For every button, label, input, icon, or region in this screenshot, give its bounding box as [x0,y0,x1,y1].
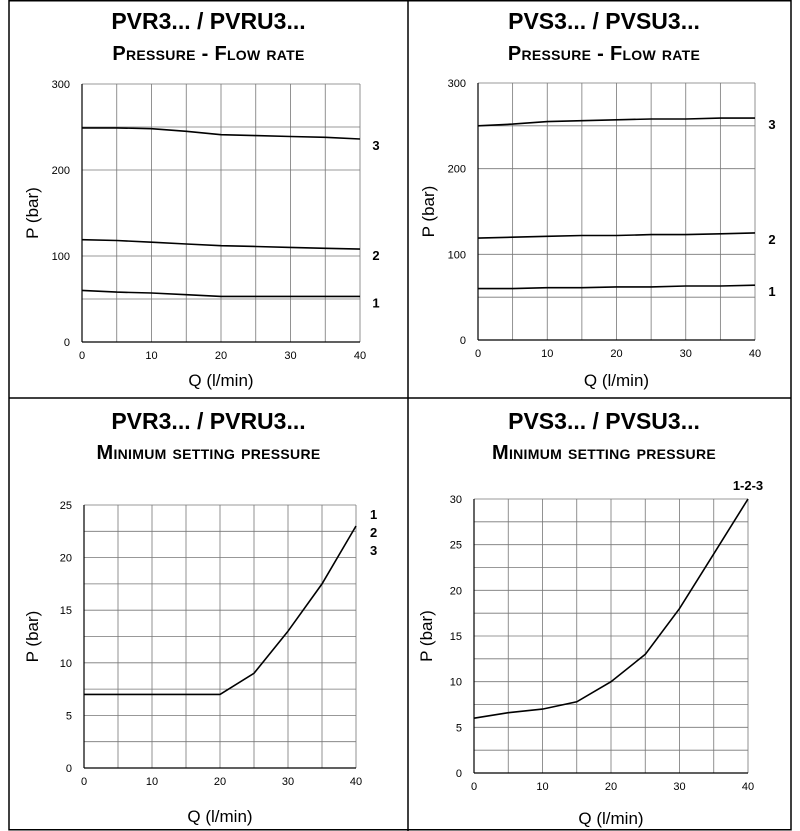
x-tick-label: 30 [282,776,294,788]
y-tick-label: 30 [450,494,462,506]
y-tick-label: 10 [60,658,72,670]
y-tick-label: 20 [60,553,72,565]
chart-panel-pvr-pressure-flow: PVR3... / PVRU3... Pressure - Flow rate [9,0,408,398]
x-axis-label: Q (l/min) [188,371,253,390]
series-label: 3 [372,138,379,153]
y-tick-label: 0 [64,337,70,349]
y-axis-label: P (bar) [23,187,42,239]
x-tick-label: 0 [79,350,85,362]
chart-4: 0 10 20 30 40 0 5 10 15 20 25 30 Q (l/min) P (bar) 1-2… [417,478,763,828]
series-label: 1 [768,284,775,299]
series-line [477,232,756,239]
x-axis-label: Q (l/min) [187,807,252,826]
y-tick-label: 20 [450,585,462,597]
y-tick-label: 25 [60,500,72,512]
chart-subtitle: Pressure - Flow rate [507,43,701,65]
chart-panel-pvs-pressure-flow: PVS3... / PVSU3... Pressure - Flow rate [408,0,800,398]
series-line [82,127,361,140]
x-axis-label: Q (l/min) [578,809,643,828]
x-tick-label: 10 [146,776,158,788]
chart-1: 0 10 20 30 40 0 100 200 300 Q (l/min) P (bar) 3 2 1 [23,79,380,390]
y-tick-label: 25 [450,540,462,552]
series-line [81,238,361,250]
x-tick-label: 20 [215,350,227,362]
y-tick-label: 5 [66,710,72,722]
series-label: 1 [372,295,379,310]
y-tick-label: 300 [52,79,70,91]
chart-title: PVR3... / PVRU3... [111,8,306,34]
x-tick-label: 10 [145,350,157,362]
x-tick-label: 40 [749,348,761,360]
series-label: 3 [768,117,775,132]
series-label: 2 [370,525,377,540]
chart-subtitle: Minimum setting pressure [492,442,716,464]
series-label: 1-2-3 [733,478,763,493]
series-label: 2 [768,232,775,247]
x-tick-label: 0 [475,348,481,360]
y-tick-label: 0 [460,335,466,347]
x-axis-label: Q (l/min) [584,371,649,390]
x-tick-label: 0 [471,781,477,793]
x-tick-label: 10 [541,348,553,360]
x-tick-label: 20 [605,781,617,793]
x-tick-label: 20 [214,776,226,788]
y-axis-label: P (bar) [23,611,42,663]
chart-3: 0 10 20 30 40 0 5 10 15 20 25 Q (l/min) P (bar) 1 2 3 [23,500,377,826]
figure-frame [8,0,792,831]
y-tick-label: 100 [448,249,466,261]
y-tick-label: 200 [448,164,466,176]
y-tick-label: 15 [450,631,462,643]
series-label: 2 [372,248,379,263]
y-tick-label: 10 [450,677,462,689]
chart-title: PVS3... / PVSU3... [508,408,700,434]
y-tick-label: 300 [448,78,466,90]
x-tick-label: 40 [350,776,362,788]
y-tick-label: 100 [52,251,70,263]
series-line [84,525,357,696]
y-tick-label: 0 [456,768,462,780]
chart-panel-pvs-min-setting: PVS3... / PVSU3... Minimum setting press… [408,398,800,831]
series-line [477,117,755,127]
series-label: 1 [370,507,377,522]
x-tick-label: 20 [610,348,622,360]
y-tick-label: 15 [60,605,72,617]
y-axis-label: P (bar) [417,610,436,662]
series-line [473,498,749,719]
y-tick-label: 0 [66,763,72,775]
x-tick-label: 30 [680,348,692,360]
x-tick-label: 10 [536,781,548,793]
y-axis-label: P (bar) [419,186,438,238]
series-line [478,284,756,290]
x-tick-label: 30 [284,350,296,362]
x-tick-label: 0 [81,776,87,788]
chart-panel-pvr-min-setting: PVR3... / PVRU3... Minimum setting press… [9,398,408,831]
chart-subtitle: Minimum setting pressure [96,442,321,464]
series-line [81,289,360,298]
x-tick-label: 30 [673,781,685,793]
y-tick-label: 5 [456,722,462,734]
series-label: 3 [370,543,377,558]
chart-title: PVR3... / PVRU3... [111,408,306,434]
x-tick-label: 40 [354,350,366,362]
y-tick-label: 200 [52,165,70,177]
chart-2: 0 10 20 30 40 0 100 200 300 Q (l/min) P (bar) 3 2 1 [419,78,776,390]
chart-subtitle: Pressure - Flow rate [112,43,305,65]
x-tick-label: 40 [742,781,754,793]
chart-title: PVS3... / PVSU3... [508,8,700,34]
